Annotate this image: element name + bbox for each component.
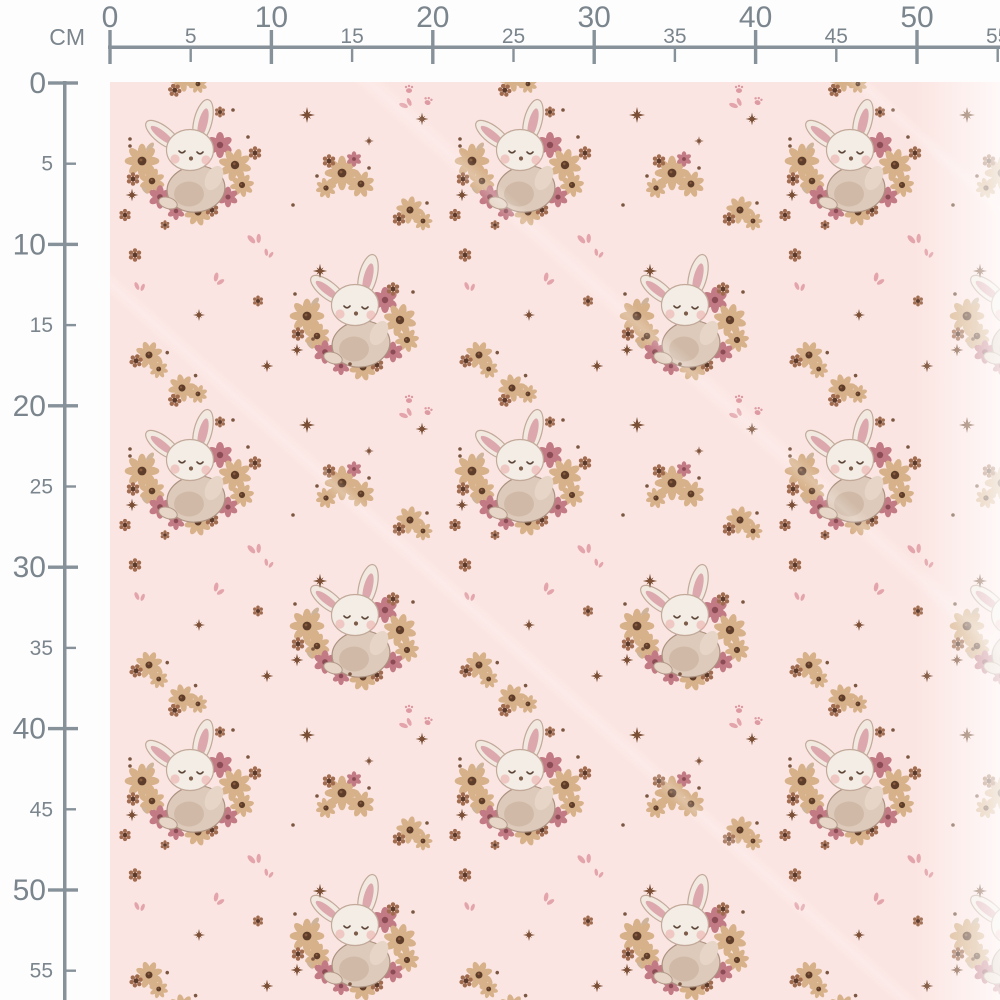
left-minor-label: 15 — [30, 314, 53, 337]
left-minor-tick — [65, 162, 76, 165]
left-major-label: 10 — [13, 228, 46, 261]
top-minor-label: 5 — [185, 25, 197, 48]
top-ruler: 0 10 20 30 40 50 5 15 25 35 45 55 — [102, 1, 1000, 64]
unit-label: CM — [49, 24, 85, 50]
top-minor-tick — [512, 47, 515, 62]
top-minor-tick — [996, 47, 999, 62]
top-minor-label: 45 — [825, 25, 848, 48]
left-major-tick — [48, 404, 78, 408]
left-major-tick — [48, 726, 78, 731]
top-minor-tick — [835, 47, 838, 62]
left-major-tick — [48, 81, 78, 85]
left-minor-label: 5 — [41, 153, 53, 176]
top-major-tick — [592, 30, 596, 64]
top-minor-tick — [673, 47, 677, 62]
left-minor-tick — [65, 485, 76, 488]
left-major-label: 0 — [29, 67, 46, 100]
left-major-label: 20 — [13, 390, 46, 423]
left-ruler-line — [63, 81, 67, 1000]
top-major-label: 20 — [416, 1, 449, 34]
left-major-label: 40 — [13, 713, 46, 746]
left-minor-label: 35 — [30, 637, 53, 660]
fabric-swatch — [110, 82, 1000, 1000]
left-major-tick — [48, 565, 78, 569]
top-ruler-line — [108, 45, 1000, 49]
left-minor-tick — [65, 323, 76, 327]
top-major-tick — [915, 30, 919, 64]
top-major-label: 10 — [255, 1, 288, 34]
left-minor-label: 55 — [30, 960, 53, 983]
top-major-label: 40 — [739, 1, 772, 34]
left-minor-tick — [65, 646, 76, 650]
left-minor-tick — [65, 808, 76, 811]
right-edge-fade — [915, 82, 1000, 1000]
left-major-label: 30 — [13, 551, 46, 584]
top-minor-label: 55 — [986, 25, 1000, 48]
top-minor-label: 15 — [340, 25, 363, 48]
left-major-label: 50 — [13, 874, 46, 907]
top-minor-label: 35 — [663, 25, 686, 48]
top-minor-label: 25 — [502, 25, 525, 48]
top-major-label: 50 — [900, 1, 933, 34]
top-major-label: 0 — [102, 1, 119, 34]
left-minor-tick — [65, 969, 76, 972]
left-minor-label: 45 — [30, 798, 53, 821]
left-ruler: 0 10 20 30 40 50 5 15 25 35 45 55 — [13, 67, 78, 983]
top-major-label: 30 — [578, 1, 611, 34]
left-major-tick — [48, 888, 78, 892]
top-minor-tick — [350, 47, 354, 62]
top-major-tick — [108, 30, 112, 64]
top-minor-tick — [189, 47, 192, 62]
left-major-tick — [48, 242, 78, 247]
top-major-tick — [431, 30, 435, 64]
left-minor-label: 25 — [30, 476, 53, 499]
top-major-tick — [269, 30, 274, 64]
top-major-tick — [753, 30, 758, 64]
